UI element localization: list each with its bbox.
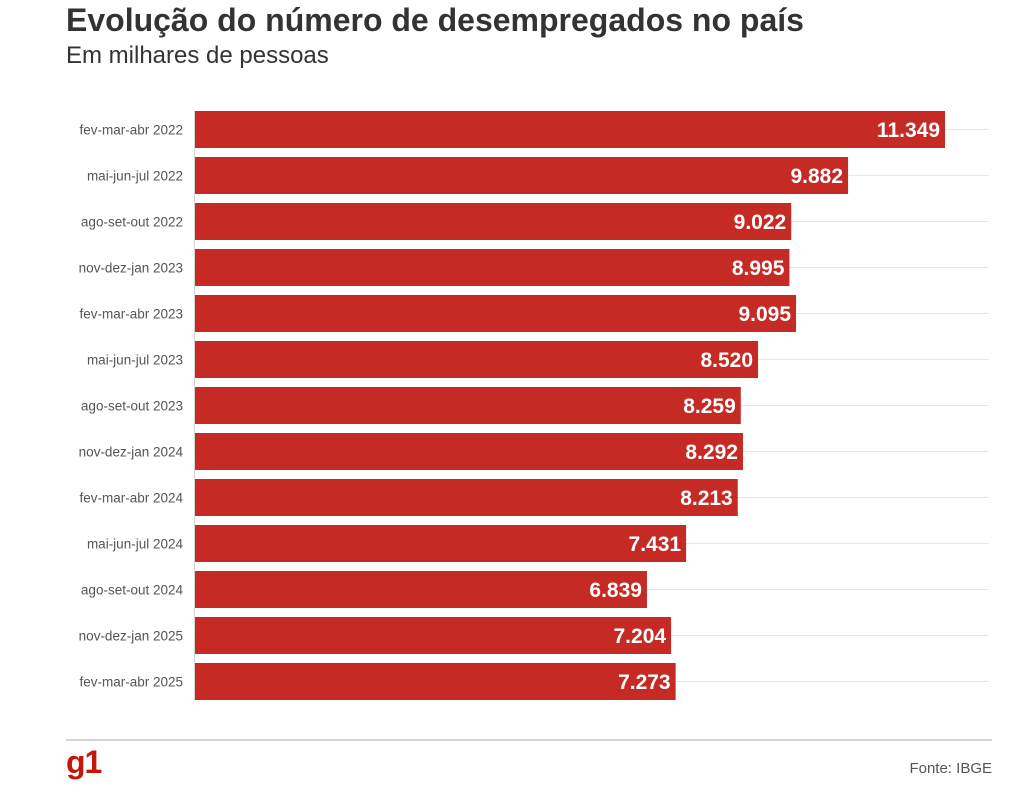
bar-12 [195,617,672,654]
category-label: mai-jun-jul 2022 [87,169,183,184]
bar-9 [195,479,738,516]
footer-divider [66,739,992,741]
bar-13 [195,663,676,700]
bar-chart: fev-mar-abr 2022 mai-jun-jul 2022 ago-set-… [79,111,989,700]
value-label: 7.273 [618,671,671,694]
category-label: ago-set-out 2024 [81,583,184,598]
value-label: 7.204 [614,625,667,648]
bar-11 [195,571,647,608]
category-labels: fev-mar-abr 2022 mai-jun-jul 2022 ago-set-… [79,123,184,690]
category-label: nov-dez-jan 2023 [79,261,183,276]
bars [195,111,945,700]
value-label: 9.882 [790,165,843,188]
value-label: 7.431 [629,533,682,556]
source-note: Fonte: IBGE [909,760,992,777]
value-label: 8.292 [685,441,738,464]
bar-3 [195,203,792,240]
value-label: 11.349 [877,119,940,142]
bar-7 [195,387,741,424]
category-label: mai-jun-jul 2023 [87,353,183,368]
category-label: mai-jun-jul 2024 [87,537,184,552]
bar-2 [195,157,849,194]
bar-6 [195,341,759,378]
value-label: 6.839 [589,579,642,602]
value-label: 9.022 [734,211,787,234]
chart-title: Evolução do número de desempregados no p… [66,2,804,38]
bar-4 [195,249,790,286]
category-label: nov-dez-jan 2024 [79,445,184,460]
value-label: 9.095 [738,303,791,326]
bar-5 [195,295,797,332]
category-label: fev-mar-abr 2025 [79,675,183,690]
bar-1 [195,111,945,148]
chart-subtitle: Em milhares de pessoas [66,42,329,69]
value-label: 8.259 [683,395,736,418]
category-label: nov-dez-jan 2025 [79,629,183,644]
value-label: 8.213 [680,487,733,510]
bar-8 [195,433,743,470]
bar-10 [195,525,687,562]
value-label: 8.995 [732,257,785,280]
value-label: 8.520 [700,349,753,372]
g1-logo: g1 [66,744,102,780]
category-label: fev-mar-abr 2022 [79,123,183,138]
category-label: ago-set-out 2022 [81,215,183,230]
category-label: ago-set-out 2023 [81,399,183,414]
category-label: fev-mar-abr 2024 [79,491,183,506]
category-label: fev-mar-abr 2023 [79,307,183,322]
